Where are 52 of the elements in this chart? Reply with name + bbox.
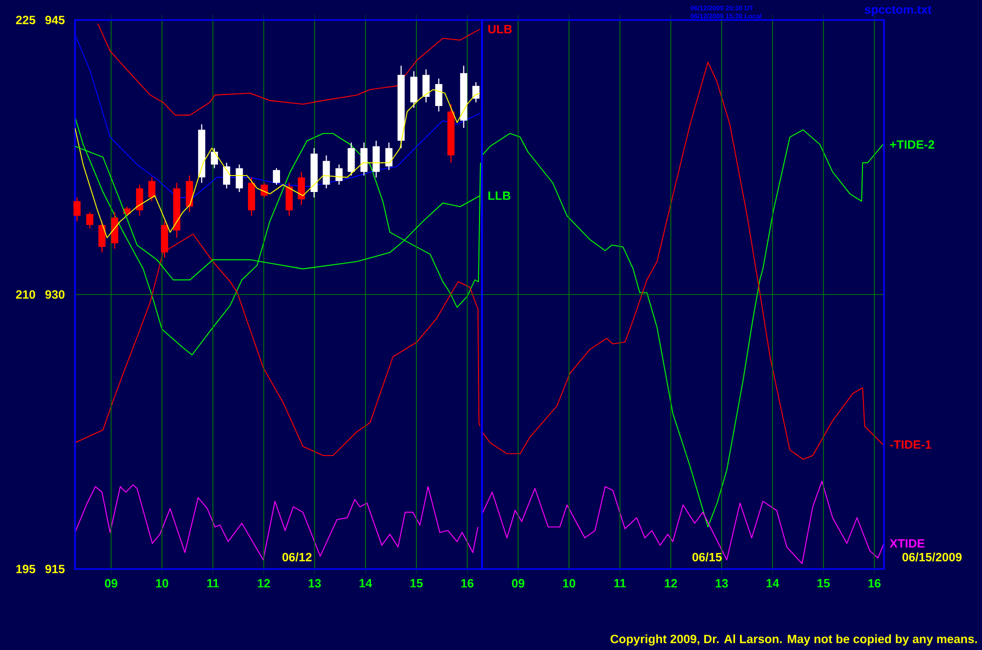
y2-tick-label: 225 [16,16,36,24]
x-tick-label: 10 [563,579,576,588]
text: 06/15/2009 [902,552,962,562]
candlestick [335,164,343,186]
candlestick [348,142,355,176]
x-tick-label: 15 [818,579,830,588]
candlestick [360,142,368,176]
x-tick-label: 16 [461,579,474,588]
x-tick-label: 15 [410,579,423,588]
x-tick-label: 11 [207,579,219,588]
series-label: ULB [488,24,512,34]
x-tick-label: 09 [512,579,524,588]
y-tick-label: 930 [45,290,64,299]
x-tick-label: 13 [716,579,728,588]
candlestick [298,171,305,206]
line-series [75,116,481,356]
candlestick [136,184,144,216]
candlestick [435,78,442,112]
series-label: XTIDE [890,539,924,548]
candlestick [260,182,268,198]
annotation: 06/15 [692,552,722,562]
x-tick-label: 10 [156,579,168,588]
candlestick [98,220,106,253]
candlestick [286,182,293,216]
candlestick [148,176,156,202]
candlestick [422,68,430,103]
x-tick-label: 14 [360,579,372,588]
candlestick [272,168,280,186]
candlestick [385,142,392,171]
y-tick-label: 915 [45,564,65,574]
candlestick [236,164,243,193]
x-tick-label: 12 [664,579,677,588]
candlestick [86,212,94,230]
x-tick-label: 09 [104,579,118,588]
candlestick [73,196,81,222]
line-series [75,484,478,560]
line-series [97,23,480,116]
text: spcctom.txt [864,6,932,16]
series-label: +TIDE-2 [890,140,934,149]
x-tick-label: 13 [308,579,321,588]
series-label: LLB [488,192,510,200]
x-tick-label: 12 [258,579,270,588]
y2-tick-label: 210 [16,290,36,299]
series-label: -TIDE-1 [890,440,932,449]
y2-tick-label: 195 [16,564,36,574]
annotation: 06/12 [282,552,312,562]
x-tick-label: 16 [868,579,881,588]
y-tick-label: 945 [45,16,65,24]
text: Copyright 2009, Dr. Al Larson. May not be copied by any means. [610,634,977,646]
candlestick [322,154,330,189]
x-tick-label: 11 [614,579,626,588]
x-tick-label: 14 [766,579,780,588]
